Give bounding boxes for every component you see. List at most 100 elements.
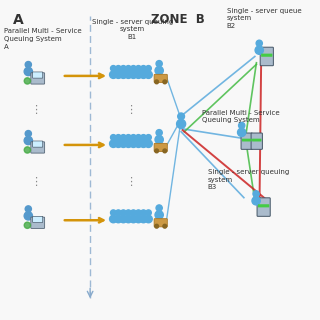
Circle shape	[109, 140, 117, 148]
Circle shape	[121, 210, 126, 216]
Text: Single - server queue
system
B2: Single - server queue system B2	[227, 8, 301, 29]
Circle shape	[136, 210, 141, 216]
Circle shape	[140, 140, 147, 148]
Circle shape	[155, 135, 163, 144]
Circle shape	[252, 197, 260, 205]
Circle shape	[110, 66, 116, 71]
Circle shape	[140, 215, 147, 223]
Circle shape	[24, 222, 30, 228]
Text: Parallel Multi - Service
Queuing System
A: Parallel Multi - Service Queuing System …	[4, 28, 82, 50]
Circle shape	[115, 215, 122, 223]
Circle shape	[24, 78, 30, 84]
Circle shape	[24, 136, 32, 145]
Circle shape	[163, 149, 167, 153]
Circle shape	[136, 135, 141, 140]
FancyBboxPatch shape	[154, 143, 167, 152]
Circle shape	[135, 140, 142, 148]
Circle shape	[140, 71, 147, 78]
Circle shape	[140, 135, 146, 140]
Circle shape	[115, 140, 122, 148]
Text: Parallel Multi - Service
Queuing System: Parallel Multi - Service Queuing System	[202, 110, 279, 123]
FancyBboxPatch shape	[257, 198, 270, 216]
Circle shape	[156, 60, 162, 67]
Circle shape	[145, 215, 152, 223]
FancyBboxPatch shape	[251, 133, 262, 149]
Circle shape	[116, 66, 121, 71]
Circle shape	[237, 128, 246, 137]
FancyBboxPatch shape	[31, 73, 44, 84]
Circle shape	[121, 66, 126, 71]
Text: Single - server queuing
system
B3: Single - server queuing system B3	[208, 169, 289, 190]
Circle shape	[155, 211, 163, 219]
Circle shape	[125, 210, 131, 216]
FancyBboxPatch shape	[252, 139, 261, 141]
Circle shape	[140, 210, 146, 216]
Circle shape	[24, 68, 32, 76]
Circle shape	[115, 71, 122, 78]
Circle shape	[131, 210, 136, 216]
Circle shape	[125, 66, 131, 71]
Circle shape	[120, 140, 127, 148]
Circle shape	[110, 210, 116, 216]
Circle shape	[145, 140, 152, 148]
FancyBboxPatch shape	[31, 217, 44, 228]
Circle shape	[135, 71, 142, 78]
FancyBboxPatch shape	[261, 54, 272, 57]
Circle shape	[155, 224, 158, 228]
Circle shape	[124, 215, 132, 223]
Circle shape	[130, 215, 137, 223]
Circle shape	[25, 206, 31, 212]
FancyBboxPatch shape	[260, 47, 273, 66]
Circle shape	[256, 40, 262, 46]
Circle shape	[120, 215, 127, 223]
Circle shape	[135, 215, 142, 223]
Circle shape	[124, 71, 132, 78]
Text: ZONE  B: ZONE B	[151, 12, 205, 26]
Circle shape	[109, 71, 117, 78]
Circle shape	[24, 212, 32, 220]
FancyBboxPatch shape	[154, 219, 167, 227]
Circle shape	[131, 66, 136, 71]
Circle shape	[116, 210, 121, 216]
Circle shape	[253, 191, 259, 197]
FancyBboxPatch shape	[31, 142, 44, 153]
Circle shape	[121, 135, 126, 140]
Circle shape	[156, 205, 162, 211]
Circle shape	[130, 71, 137, 78]
Circle shape	[178, 113, 185, 120]
Circle shape	[140, 66, 146, 71]
FancyBboxPatch shape	[33, 141, 43, 147]
Circle shape	[25, 131, 31, 137]
Circle shape	[239, 122, 245, 129]
Circle shape	[25, 61, 31, 68]
Circle shape	[116, 135, 121, 140]
Circle shape	[109, 215, 117, 223]
Circle shape	[156, 130, 162, 136]
Circle shape	[146, 66, 151, 71]
Text: ⋮: ⋮	[125, 177, 136, 187]
Circle shape	[163, 224, 167, 228]
Circle shape	[136, 66, 141, 71]
Text: ⋮: ⋮	[30, 105, 41, 115]
Circle shape	[110, 135, 116, 140]
Circle shape	[146, 135, 151, 140]
Circle shape	[155, 80, 158, 84]
Circle shape	[24, 147, 30, 153]
Circle shape	[255, 46, 263, 54]
FancyBboxPatch shape	[33, 216, 43, 222]
Circle shape	[130, 140, 137, 148]
Text: A: A	[12, 12, 23, 27]
Circle shape	[131, 135, 136, 140]
Circle shape	[125, 135, 131, 140]
Circle shape	[124, 140, 132, 148]
Circle shape	[146, 210, 151, 216]
FancyBboxPatch shape	[33, 72, 43, 78]
Text: Single - server queuing
system
B1: Single - server queuing system B1	[92, 19, 173, 40]
FancyBboxPatch shape	[241, 133, 252, 149]
Circle shape	[155, 67, 163, 75]
Text: ⋮: ⋮	[30, 177, 41, 187]
Circle shape	[177, 119, 186, 128]
FancyBboxPatch shape	[242, 139, 252, 141]
Circle shape	[163, 80, 167, 84]
FancyBboxPatch shape	[258, 204, 269, 207]
